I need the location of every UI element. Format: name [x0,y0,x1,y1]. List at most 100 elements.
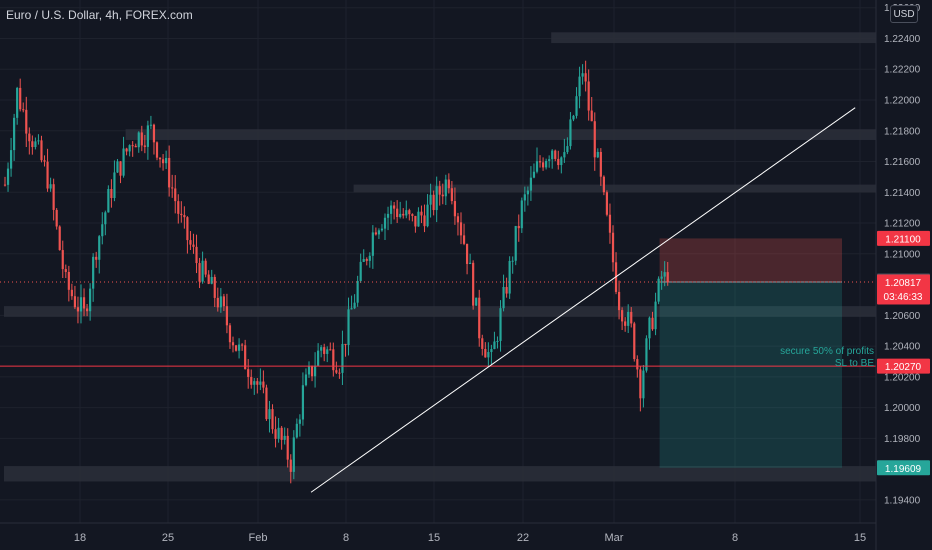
time-tick-label: Mar [605,532,624,544]
candle-body [98,236,101,260]
candle-body [210,276,213,284]
candle-body [538,161,542,163]
candle-body [40,140,43,161]
candle-body [16,87,19,118]
currency-button[interactable]: USD [890,5,918,23]
candle-body [171,187,174,189]
candle-body [241,344,244,346]
candle-body [259,381,262,385]
price-axis[interactable]: 1.226001.224001.222001.220001.218001.216… [875,0,932,550]
candle-body [85,308,89,312]
candle-body [593,121,596,158]
candlesticks [3,60,669,484]
candle-body [545,160,548,168]
candle-body [310,366,314,377]
candle-body [161,159,165,164]
candle-body [104,212,107,225]
candle-body [9,150,13,169]
candle-body [295,423,298,438]
candle-body [399,213,402,217]
candle-body [174,188,177,202]
candle-body [186,217,189,241]
candle-body [396,208,399,217]
candle-body [417,211,420,227]
candle-body [432,194,435,211]
candle-body [426,204,429,227]
candle-body [43,160,46,162]
short-position-tool[interactable] [659,238,842,468]
price-tick-label: 1.20000 [884,403,921,414]
candle-body [253,381,256,385]
candle-body [344,343,347,346]
stop-loss-zone[interactable] [659,238,842,282]
candle-body [371,232,374,256]
candle-body [201,260,204,282]
candle-body [405,210,408,216]
candle-body [472,262,475,306]
candle-body [627,311,630,326]
take-profit-zone[interactable] [659,281,842,468]
price-label-box [877,274,930,305]
candle-body [551,150,554,160]
grid-lines [0,0,876,523]
candle-body [557,158,560,166]
candle-body [149,124,153,126]
candle-body [523,194,526,201]
candle-body [216,297,219,308]
candle-body [116,161,119,173]
candle-body [304,374,308,386]
candle-body [596,151,599,158]
candle-body [648,317,651,339]
candle-body [447,179,450,189]
candle-body [529,177,533,191]
candle-body [368,255,371,261]
candle-body [3,184,7,186]
candle-body [621,310,624,322]
candle-body [465,243,469,264]
candle-body [633,323,636,360]
candle-body [605,192,609,215]
candle-body [192,244,195,247]
chart-title: Euro / U.S. Dollar, 4h, FOREX.com [6,8,193,22]
candle-body [475,297,478,306]
note-line-1: secure 50% of profits [780,346,874,357]
candle-body [666,272,669,282]
trend-and-level-lines[interactable] [0,107,876,493]
candle-body [55,209,58,227]
candle-body [119,161,122,176]
candle-body [313,365,317,377]
candle-body [204,260,207,275]
candle-body [389,205,393,214]
candle-body [414,215,417,227]
candle-body [462,235,466,244]
candle-body [350,308,353,310]
price-zone [4,306,876,317]
candle-body [469,262,472,264]
price-tick-label: 1.20400 [884,342,921,353]
time-axis[interactable]: 18 25 Feb 8 15 22 Mar 8 15 [0,522,876,544]
candle-body [95,256,98,260]
candle-body [611,232,615,263]
candle-body [307,366,311,375]
candle-body [37,140,40,142]
candle-body [262,381,265,388]
trendline[interactable] [310,107,856,493]
candle-body [46,161,49,189]
candle-body [459,222,463,236]
candle-body [383,217,387,229]
price-tick-label: 1.21800 [884,126,921,137]
candle-body [663,272,666,277]
candle-body [374,232,377,235]
candle-body [323,347,326,354]
candle-body [651,317,654,330]
candle-body [456,216,460,223]
candle-body [76,307,80,312]
candle-body [514,225,517,261]
candle-body [411,214,414,216]
candle-body [58,226,61,251]
candle-body [73,296,77,308]
price-label: 1.19609 [885,464,922,475]
candle-body [630,311,633,324]
candle-body [541,162,545,168]
